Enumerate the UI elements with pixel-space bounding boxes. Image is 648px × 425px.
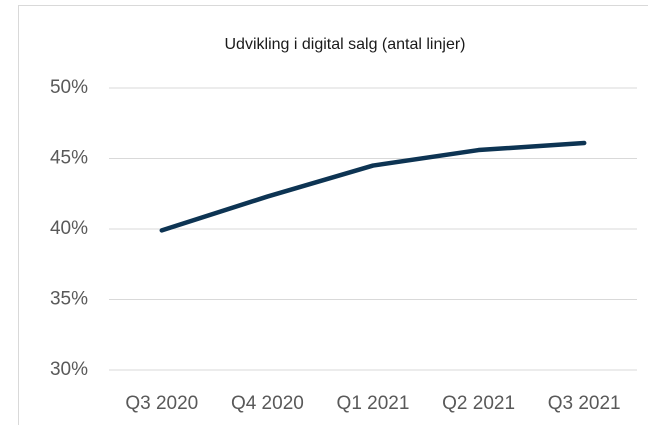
y-tick-label: 30% — [50, 359, 88, 380]
x-tick-label: Q2 2021 — [442, 393, 515, 414]
y-tick-label: 40% — [50, 218, 88, 239]
chart-title: Udvikling i digital salg (antal linjer) — [225, 36, 466, 53]
x-tick-label: Q4 2020 — [231, 393, 304, 414]
y-tick-label: 45% — [50, 148, 88, 169]
x-tick-label: Q3 2020 — [125, 393, 198, 414]
y-tick-label: 50% — [50, 77, 88, 98]
chart-border — [18, 5, 648, 425]
x-tick-label: Q3 2021 — [548, 393, 621, 414]
x-tick-label: Q1 2021 — [337, 393, 410, 414]
y-tick-label: 35% — [50, 289, 88, 310]
line — [159, 140, 587, 233]
